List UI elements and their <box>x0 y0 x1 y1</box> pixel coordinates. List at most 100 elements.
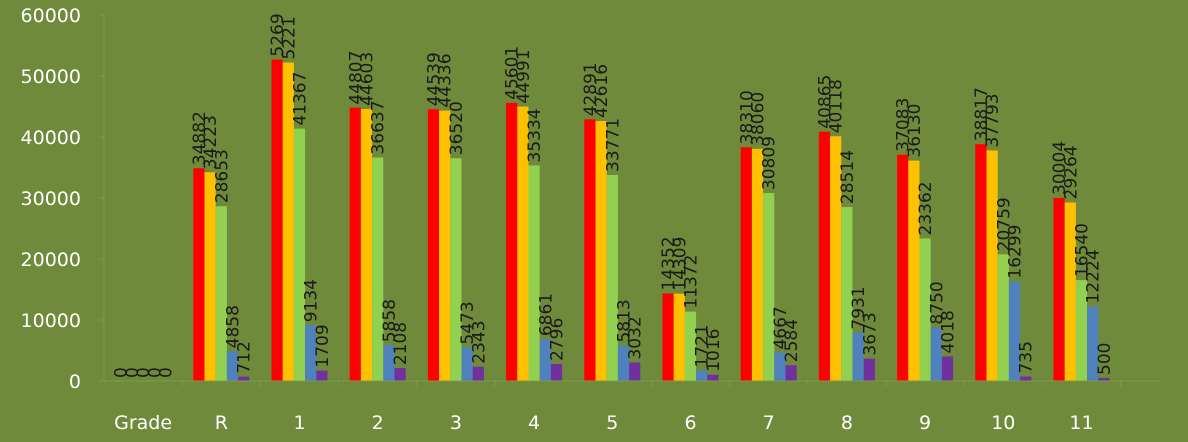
x-tick-label: 9 <box>919 412 931 434</box>
bar <box>930 327 942 381</box>
bar <box>897 154 909 381</box>
x-tick-label: 7 <box>763 412 775 434</box>
data-label: 23362 <box>916 181 936 235</box>
bar <box>997 254 1009 381</box>
bar <box>684 311 697 381</box>
data-labels: 0 34882 5269 44807 44539 45601 42891 14352 38310… <box>112 13 1115 378</box>
data-label: 29264 <box>1061 145 1081 199</box>
bar <box>450 158 462 381</box>
bar <box>986 150 998 381</box>
bar <box>539 339 551 381</box>
data-label: 30004 <box>1050 141 1070 195</box>
y-axis-ticks: 0 10000 20000 30000 40000 50000 60000 <box>21 5 104 393</box>
data-label: 28514 <box>838 150 858 204</box>
data-label: 45601 <box>503 46 523 100</box>
bar <box>662 293 674 381</box>
bar <box>472 366 484 381</box>
data-label: 5473 <box>458 301 478 344</box>
x-tick-label: 4 <box>528 412 540 434</box>
bar <box>595 121 607 382</box>
bar <box>394 368 406 381</box>
bar <box>1087 306 1099 381</box>
data-label: 11372 <box>682 255 702 309</box>
data-label: 12224 <box>1084 249 1104 303</box>
bar <box>1053 197 1065 381</box>
bar <box>1075 280 1088 381</box>
x-tick-label: Grade <box>114 412 172 434</box>
data-label: 16299 <box>1006 224 1026 278</box>
data-label: 37083 <box>894 98 914 152</box>
bar <box>528 165 540 381</box>
bar <box>461 347 473 381</box>
data-label: 712 <box>235 341 255 373</box>
x-tick-label: 6 <box>684 412 696 434</box>
bar <box>1098 377 1110 381</box>
bar <box>774 352 786 381</box>
data-label: 735 <box>1017 341 1037 373</box>
x-tick-label: 3 <box>450 412 462 434</box>
x-tick-label: 10 <box>991 412 1015 434</box>
bar-marks <box>193 59 1110 382</box>
data-label: 30809 <box>760 136 780 190</box>
bar <box>740 147 752 381</box>
bar <box>908 160 920 381</box>
data-label: 500 <box>1095 342 1115 374</box>
bar <box>707 374 719 381</box>
y-tick-label: 40000 <box>21 127 81 149</box>
bar <box>439 110 451 381</box>
y-tick-label: 30000 <box>21 188 81 210</box>
data-label: 1709 <box>313 324 333 367</box>
bar <box>852 332 864 381</box>
bar <box>550 363 563 381</box>
bar <box>238 376 250 381</box>
bar <box>293 128 306 381</box>
data-label: 0 <box>145 367 165 378</box>
data-label: 20759 <box>994 197 1014 251</box>
data-label: 0 <box>134 367 154 378</box>
data-label: 9134 <box>302 279 322 322</box>
bar <box>349 107 361 381</box>
data-label: 35334 <box>525 108 545 162</box>
x-tick-label: R <box>215 412 228 434</box>
y-tick-label: 60000 <box>21 5 81 27</box>
bar <box>1064 202 1076 381</box>
data-label: 14352 <box>659 236 679 290</box>
bar <box>193 168 205 381</box>
bar <box>427 109 440 381</box>
x-tick-label: 11 <box>1069 412 1093 434</box>
data-label: 33771 <box>603 118 623 172</box>
data-label: 1016 <box>704 329 724 372</box>
data-label: 3673 <box>860 312 880 355</box>
data-label: 3032 <box>626 316 646 359</box>
data-label: 2584 <box>782 319 802 362</box>
data-label: 5269 <box>268 13 288 56</box>
bar <box>1020 376 1032 381</box>
axes <box>103 15 1160 382</box>
data-label: 38060 <box>749 92 769 146</box>
data-label: 37793 <box>983 93 1003 147</box>
data-label: 8750 <box>927 281 947 324</box>
data-label: 36130 <box>905 104 925 158</box>
data-label: 44539 <box>425 52 445 106</box>
bar <box>215 206 227 381</box>
bar <box>629 362 641 381</box>
bar <box>305 325 317 381</box>
data-label: 2796 <box>548 318 568 361</box>
data-label: 40118 <box>827 79 847 133</box>
data-label: 44991 <box>514 49 534 103</box>
bar <box>975 144 987 381</box>
bar <box>785 365 797 381</box>
bar <box>1008 281 1021 381</box>
bar <box>517 106 529 381</box>
bar <box>360 108 373 382</box>
data-label: 42616 <box>592 64 612 118</box>
data-label: 42891 <box>581 62 601 116</box>
x-tick-label: 2 <box>372 412 384 434</box>
data-label: 36520 <box>447 101 467 155</box>
data-label: 16540 <box>1073 223 1093 277</box>
y-tick-label: 0 <box>69 371 81 393</box>
data-label: 5858 <box>380 299 400 342</box>
data-label: 44336 <box>436 53 456 107</box>
data-label: 38310 <box>737 90 757 144</box>
y-tick-label: 10000 <box>21 310 81 332</box>
